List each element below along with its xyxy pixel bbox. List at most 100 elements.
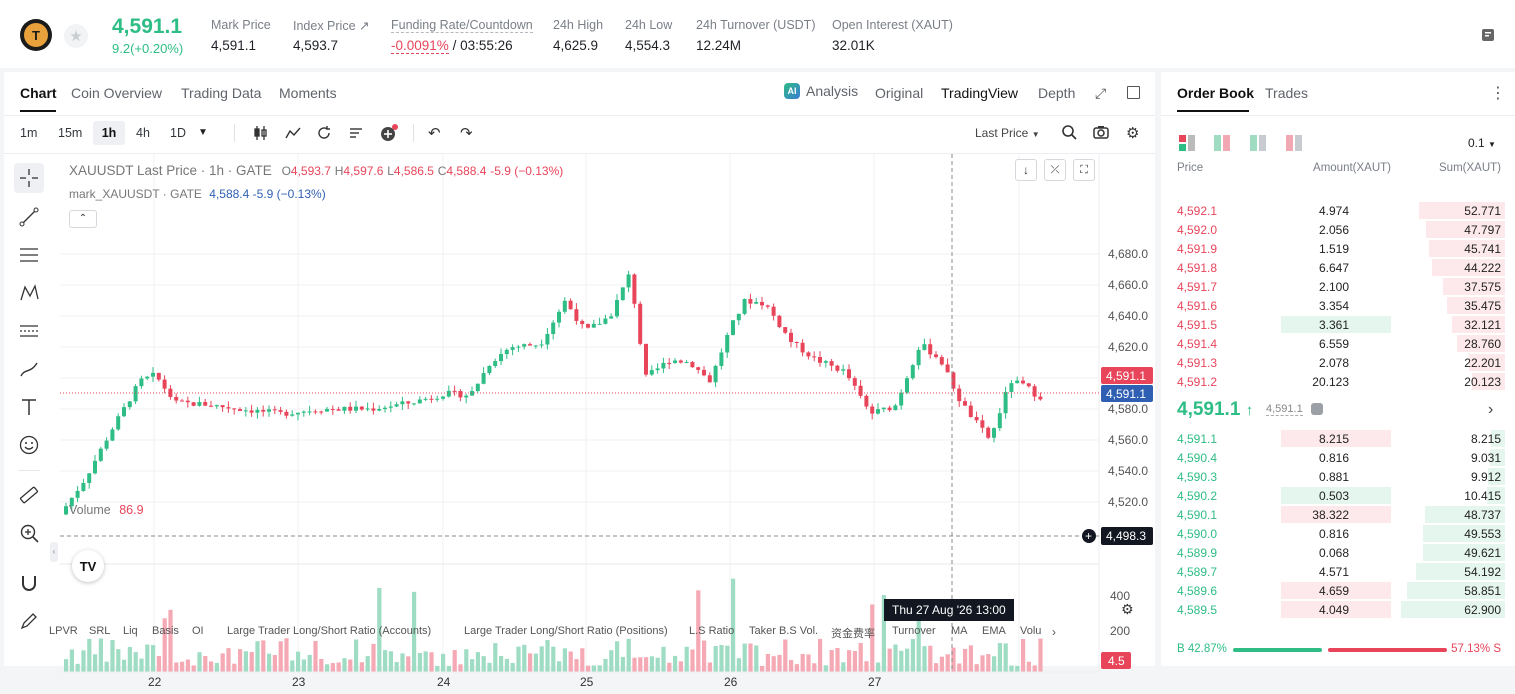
- ask-row[interactable]: 4,591.2 20.123 20.123: [1161, 372, 1515, 391]
- brush-tool[interactable]: [14, 354, 44, 384]
- add-indicator-icon[interactable]: [379, 123, 399, 143]
- interval-1d[interactable]: 1D: [170, 126, 186, 140]
- bid-row[interactable]: 4,589.7 4.571 54.192: [1161, 562, 1515, 581]
- tab-trading-data[interactable]: Trading Data: [181, 85, 262, 101]
- prediction-tool[interactable]: [14, 316, 44, 346]
- redo-icon[interactable]: ↷: [460, 125, 473, 142]
- volume-bar: [98, 638, 103, 672]
- indicator-turnover[interactable]: Turnover: [892, 625, 936, 637]
- analysis-button[interactable]: AI Analysis: [784, 83, 858, 99]
- view-asks-icon[interactable]: [1286, 135, 1302, 151]
- view-tradingview[interactable]: TradingView: [941, 85, 1019, 101]
- indicators-next-icon[interactable]: ›: [1052, 625, 1056, 639]
- timezone-settings-icon[interactable]: ⚙: [1121, 601, 1134, 617]
- undo-icon[interactable]: ↶: [428, 125, 441, 142]
- candle-type-icon[interactable]: [252, 124, 270, 142]
- indicator-ma[interactable]: MA: [951, 625, 968, 637]
- legend-collapse-button[interactable]: ⌃: [69, 210, 97, 228]
- text-tool[interactable]: [14, 392, 44, 422]
- bid-row[interactable]: 4,590.1 38.322 48.737: [1161, 505, 1515, 524]
- ask-row[interactable]: 4,591.8 6.647 44.222: [1161, 258, 1515, 277]
- bid-row[interactable]: 4,590.3 0.881 9.912: [1161, 467, 1515, 486]
- notes-icon[interactable]: [1479, 26, 1497, 44]
- view-split-icon[interactable]: [1214, 135, 1230, 151]
- interval-15m[interactable]: 15m: [58, 126, 83, 140]
- indicators-icon[interactable]: [284, 124, 302, 142]
- ask-row[interactable]: 4,591.3 2.078 22.201: [1161, 353, 1515, 372]
- tab-trades[interactable]: Trades: [1265, 85, 1309, 101]
- view-both-icon[interactable]: [1179, 135, 1195, 151]
- scroll-down-button[interactable]: ↓: [1015, 159, 1037, 181]
- interval-1m[interactable]: 1m: [20, 126, 38, 140]
- ask-row[interactable]: 4,592.0 2.056 47.797: [1161, 220, 1515, 239]
- ruler-icon[interactable]: [14, 480, 44, 510]
- indicator-liq[interactable]: Liq: [123, 625, 138, 637]
- bid-row[interactable]: 4,589.6 4.659 58.851: [1161, 581, 1515, 600]
- price-chart[interactable]: 4,680.04,660.04,640.04,620.04,600.04,580…: [4, 154, 1155, 694]
- favorite-star-icon[interactable]: ★: [64, 24, 88, 48]
- funding-rate-label[interactable]: Funding Rate/Countdown: [391, 18, 533, 33]
- pencil-icon[interactable]: [14, 606, 44, 636]
- indicator-large-trader-positions[interactable]: Large Trader Long/Short Ratio (Positions…: [464, 625, 668, 637]
- ask-row[interactable]: 4,591.7 2.100 37.575: [1161, 277, 1515, 296]
- search-icon[interactable]: [1061, 124, 1077, 140]
- mid-price[interactable]: 4,591.1 ↑: [1177, 399, 1253, 421]
- indicator-srl[interactable]: SRL: [89, 625, 111, 637]
- indicator-volume[interactable]: Volu: [1020, 625, 1042, 637]
- collapse-button[interactable]: ⤫: [1044, 159, 1066, 181]
- indicator-basis[interactable]: Basis: [152, 625, 179, 637]
- camera-icon[interactable]: [1093, 125, 1109, 139]
- ask-row[interactable]: 4,591.5 3.361 32.121: [1161, 315, 1515, 334]
- indicator-ls-ratio[interactable]: L.S Ratio: [689, 625, 735, 637]
- ask-row[interactable]: 4,591.9 1.519 45.741: [1161, 239, 1515, 258]
- ask-row[interactable]: 4,591.6 3.354 35.475: [1161, 296, 1515, 315]
- indicator-lpvr[interactable]: LPVR: [49, 625, 78, 637]
- ask-row[interactable]: 4,592.1 4.974 52.771: [1161, 201, 1515, 220]
- window-icon[interactable]: [1127, 86, 1140, 99]
- bid-row[interactable]: 4,590.2 0.503 10.415: [1161, 486, 1515, 505]
- chevron-right-icon[interactable]: ›: [1488, 401, 1494, 418]
- settings-gear-icon[interactable]: ⚙: [1126, 125, 1140, 142]
- indicator-funding-rate[interactable]: 资金费率: [831, 628, 875, 640]
- indicator-taker-bs-vol[interactable]: Taker B.S Vol.: [749, 625, 819, 637]
- fullscreen-chart-button[interactable]: ⛶: [1073, 159, 1095, 181]
- interval-4h[interactable]: 4h: [136, 126, 150, 140]
- view-original[interactable]: Original: [875, 85, 924, 101]
- candle: [858, 385, 863, 396]
- bid-row[interactable]: 4,591.1 8.215 8.215: [1161, 429, 1515, 448]
- tab-chart[interactable]: Chart: [20, 85, 57, 101]
- zoom-in-icon[interactable]: [14, 518, 44, 548]
- indicator-large-trader-accounts[interactable]: Large Trader Long/Short Ratio (Accounts): [227, 625, 432, 637]
- tab-coin-overview[interactable]: Coin Overview: [71, 85, 163, 101]
- ask-row[interactable]: 4,591.4 6.559 28.760: [1161, 334, 1515, 353]
- trend-line-tool[interactable]: [14, 202, 44, 232]
- bid-row[interactable]: 4,589.5 4.049 62.900: [1161, 600, 1515, 619]
- bid-row[interactable]: 4,590.0 0.816 49.553: [1161, 524, 1515, 543]
- crosshair-tool[interactable]: [14, 163, 44, 193]
- indicator-oi[interactable]: OI: [192, 625, 204, 637]
- collapse-toolbar-handle[interactable]: ‹: [50, 542, 58, 562]
- volume-bar: [928, 645, 933, 672]
- indicator-ema[interactable]: EMA: [982, 625, 1006, 637]
- pattern-tool[interactable]: [14, 278, 44, 308]
- expand-icon[interactable]: ⤢: [1095, 85, 1107, 101]
- precision-select[interactable]: 0.1 ▼: [1468, 136, 1496, 150]
- last-price-select[interactable]: Last Price ▼: [975, 126, 1040, 140]
- interval-1h-active[interactable]: 1h: [93, 121, 125, 145]
- tab-moments[interactable]: Moments: [279, 85, 337, 101]
- magnet-icon[interactable]: [14, 568, 44, 598]
- bid-row[interactable]: 4,590.4 0.816 9.031: [1161, 448, 1515, 467]
- bid-row[interactable]: 4,589.9 0.068 49.621: [1161, 543, 1515, 562]
- emoji-icon[interactable]: [14, 430, 44, 460]
- interval-dropdown-icon[interactable]: ▼: [198, 127, 208, 138]
- view-bids-icon[interactable]: [1250, 135, 1266, 151]
- fib-tool[interactable]: [14, 240, 44, 270]
- candle: [841, 369, 846, 371]
- more-options-icon[interactable]: ⋮: [1490, 85, 1506, 102]
- compare-icon[interactable]: [315, 124, 333, 142]
- view-depth[interactable]: Depth: [1038, 85, 1076, 101]
- tab-order-book[interactable]: Order Book: [1177, 85, 1255, 101]
- index-price-label[interactable]: Index Price ↗: [293, 18, 370, 33]
- templates-icon[interactable]: [347, 124, 365, 142]
- candle: [655, 368, 660, 371]
